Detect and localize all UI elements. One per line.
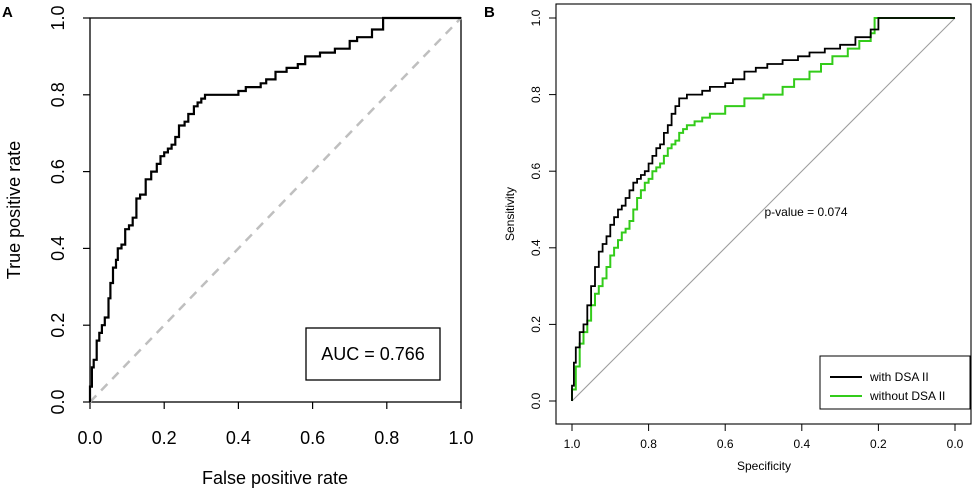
- panel-a-roc-curve: [88, 16, 461, 402]
- panel-b-frame: [555, 3, 972, 425]
- panel-a-chance-line: [89, 17, 462, 403]
- panel-a-ticks: 0.0 0.2 0.4 0.6 0.8 1.0 0.0 0.2 0.4 0.6 0.8 1.0: [48, 5, 474, 448]
- legend-label-without: without DSA II: [869, 389, 945, 403]
- panel-b-y-tick-label: 0.0: [529, 392, 543, 409]
- panel-a: A 0.0 0.2 0.4 0.6 0.8 1.0 0.0 0.2 0.4 0.6 0.8 1.0 A…: [2, 4, 474, 488]
- panel-a-frame: [89, 17, 462, 403]
- panel-a-y-tick-label: 0.2: [48, 313, 68, 338]
- panel-a-x-tick-label: 1.0: [448, 428, 473, 448]
- panel-a-x-tick-label: 0.0: [77, 428, 102, 448]
- panel-a-x-axis-label: False positive rate: [202, 468, 348, 488]
- p-value-label: p-value = 0.074: [764, 205, 847, 219]
- legend-box: [819, 355, 971, 410]
- panel-b-ticks: 1.0 0.8 0.6 0.4 0.2 0.0 0.0 0.2 0.4 0.6 0.8 1.0: [529, 9, 964, 451]
- panel-b-y-tick-label: 0.2: [529, 316, 543, 333]
- panel-b-x-axis-label: Specificity: [737, 459, 791, 473]
- panel-b-y-tick-label: 1.0: [529, 9, 543, 26]
- panel-b-x-tick-label: 1.0: [564, 437, 581, 451]
- auc-label: AUC = 0.766: [321, 344, 425, 364]
- legend-label-with: with DSA II: [869, 370, 929, 384]
- legend: with DSA II without DSA II: [819, 355, 971, 410]
- panel-b-y-tick-label: 0.4: [529, 239, 543, 256]
- panel-b-y-tick-label: 0.8: [529, 86, 543, 103]
- panel-b-y-tick-label: 0.6: [529, 163, 543, 180]
- panel-b: B 1.0 0.8 0.6 0.4 0.2 0.0 0.0 0.2 0.4 0.6 0.8 1.0 p…: [484, 3, 972, 473]
- panel-a-y-tick-label: 0.6: [48, 159, 68, 184]
- panel-a-y-tick-label: 0.8: [48, 82, 68, 107]
- panel-b-letter: B: [484, 4, 495, 21]
- without-dsa-ii-curve: [571, 17, 955, 401]
- panel-a-y-tick-label: 1.0: [48, 5, 68, 30]
- panel-a-x-tick-label: 0.8: [374, 428, 399, 448]
- panel-a-x-tick-label: 0.4: [226, 428, 251, 448]
- panel-a-y-tick-label: 0.0: [48, 389, 68, 414]
- panel-b-x-tick-label: 0.8: [640, 437, 657, 451]
- panel-a-letter: A: [2, 4, 13, 21]
- panel-b-x-tick-label: 0.6: [717, 437, 734, 451]
- panel-a-y-tick-label: 0.4: [48, 236, 68, 261]
- panel-a-x-tick-label: 0.6: [300, 428, 325, 448]
- panel-b-chance-line: [571, 17, 956, 402]
- panel-a-x-tick-label: 0.2: [152, 428, 177, 448]
- with-dsa-ii-curve: [571, 17, 955, 401]
- panel-b-x-tick-label: 0.0: [947, 437, 964, 451]
- panel-b-x-tick-label: 0.4: [793, 437, 810, 451]
- auc-box: [305, 327, 441, 381]
- panel-a-y-axis-label: True positive rate: [4, 141, 24, 279]
- panel-b-x-tick-label: 0.2: [870, 437, 887, 451]
- panel-b-y-axis-label: Sensitivity: [503, 187, 517, 241]
